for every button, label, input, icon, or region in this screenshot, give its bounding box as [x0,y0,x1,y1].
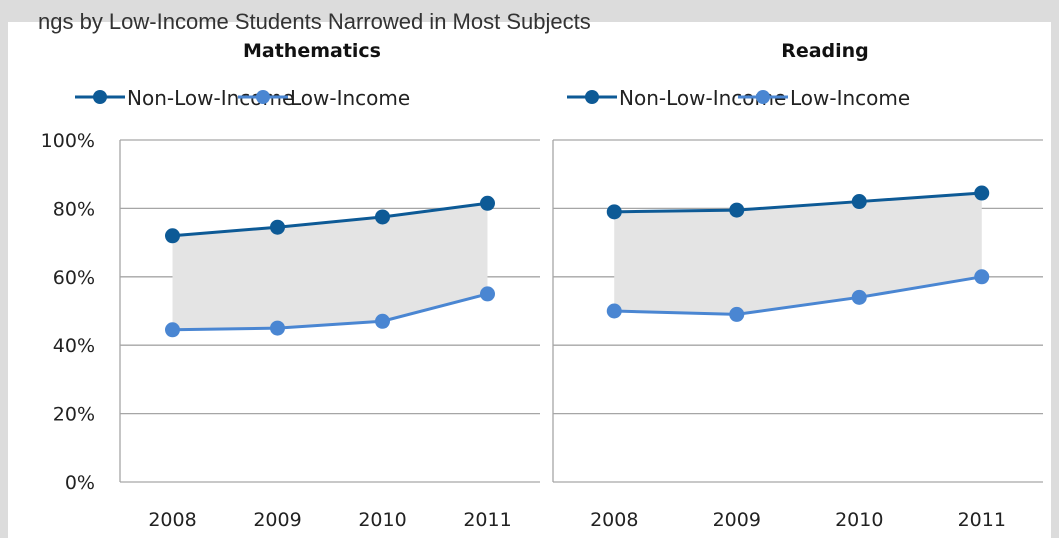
reading-series-line-0 [614,191,982,214]
mathematics-x-tick-label-2: 2010 [358,509,406,531]
reading-series-line-1 [614,275,982,316]
mathematics-series-1-point-2 [375,313,390,329]
mathematics-chart-title: Mathematics [243,40,381,62]
mathematics-gap-band [172,203,488,330]
reading-gap-band [614,193,982,315]
mathematics-series-1-point-3 [480,286,495,302]
mathematics-series-0-point-2 [375,209,390,225]
y-tick-label-3: 60% [53,267,95,289]
mathematics-series-0-point-0 [165,228,180,244]
mathematics-series-0-point-3 [480,195,495,211]
mathematics-legend-marker-0 [93,90,107,104]
mathematics-series-line-0 [172,201,488,238]
y-tick-label-4: 80% [53,198,95,220]
reading-chart-title: Reading [781,40,869,62]
mathematics-series-1-point-0 [165,322,180,338]
reading-series-1-point-3 [974,269,990,285]
y-tick-label-5: 100% [41,130,95,152]
mathematics-series-1-point-1 [270,320,285,336]
mathematics-legend-label-1: Low-Income [290,86,410,110]
reading-series-1-point-1 [729,306,745,322]
reading-series-1-point-0 [606,303,622,319]
reading-x-tick-label-2: 2010 [835,509,883,531]
reading-x-tick-label-1: 2009 [713,509,761,531]
reading-x-tick-label-0: 2008 [590,509,638,531]
reading-series-0-point-2 [851,194,867,210]
reading-series-0-point-1 [729,202,745,218]
mathematics-series-0-point-1 [270,219,285,235]
y-tick-label-1: 20% [53,404,95,426]
reading-series-0-point-0 [606,204,622,220]
reading-series-1-point-2 [851,289,867,305]
reading-legend-label-1: Low-Income [790,86,910,110]
y-tick-label-0: 0% [65,472,95,494]
mathematics-series-line-1 [172,292,488,332]
reading-legend-marker-1 [756,90,770,104]
reading-x-tick-label-3: 2011 [958,509,1006,531]
mathematics-x-tick-label-1: 2009 [253,509,301,531]
mathematics-x-tick-label-0: 2008 [148,509,196,531]
reading-series-0-point-3 [974,185,990,201]
reading-legend-marker-0 [585,90,599,104]
y-tick-label-2: 40% [53,335,95,357]
mathematics-legend-marker-1 [256,90,270,104]
mathematics-x-tick-label-3: 2011 [463,509,511,531]
clipped-header: ngs by Low-Income Students Narrowed in M… [38,9,591,34]
